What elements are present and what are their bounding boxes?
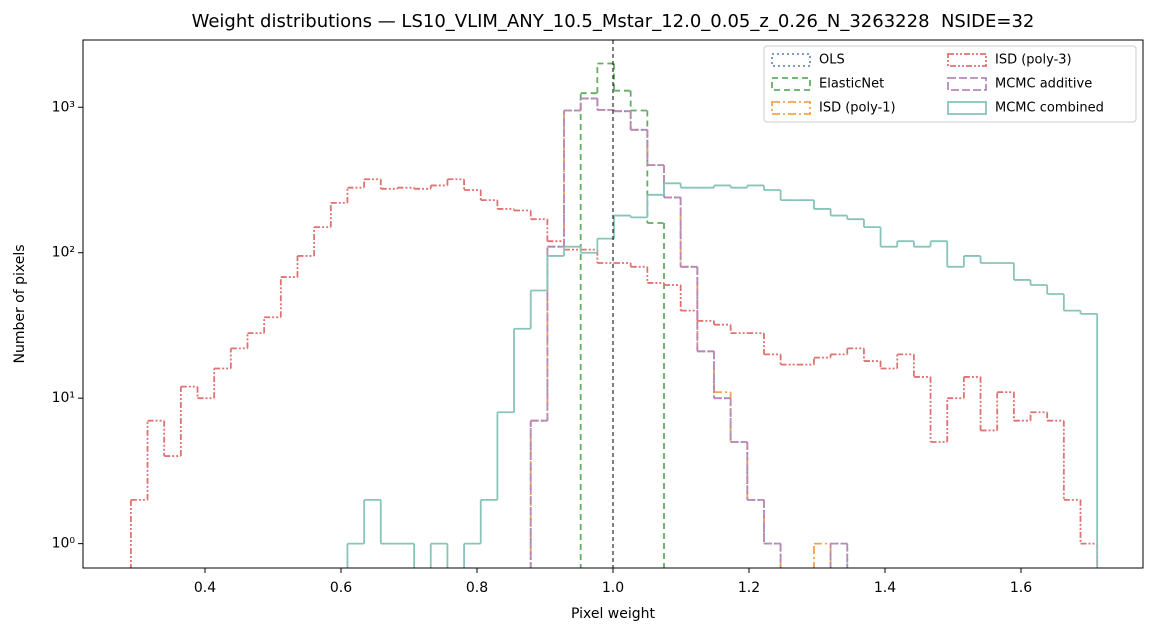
legend-swatch (771, 101, 811, 115)
x-tick-label: 0.4 (194, 580, 216, 596)
legend-swatch (947, 53, 987, 67)
legend-label: ISD (poly-3) (995, 53, 1072, 68)
histogram-series (129, 178, 1099, 568)
legend-label: ISD (poly-1) (819, 101, 896, 116)
histogram-series (346, 182, 1099, 568)
legend-swatch (947, 77, 987, 91)
histogram-series (529, 97, 849, 568)
legend-label: OLS (819, 53, 845, 68)
legend-swatch (947, 101, 987, 115)
x-tick-label: 0.8 (466, 580, 488, 596)
legend-label: MCMC additive (995, 77, 1092, 92)
legend-box (763, 45, 1137, 123)
y-tick-label: 10⁰ (52, 536, 76, 552)
x-axis-label: Pixel weight (571, 606, 656, 622)
plot-area (129, 40, 1099, 568)
x-tick-label: 1.0 (602, 580, 624, 596)
chart-title: Weight distributions — LS10_VLIM_ANY_10.… (192, 11, 1035, 32)
legend-label: MCMC combined (995, 101, 1104, 116)
histogram-series (529, 97, 849, 568)
x-tick-label: 1.6 (1010, 580, 1032, 596)
histogram-series (529, 97, 832, 568)
histogram-series (579, 62, 665, 568)
y-tick-label: 10² (52, 245, 75, 261)
y-axis-label: Number of pixels (12, 244, 28, 363)
legend-label: ElasticNet (819, 77, 884, 92)
x-tick-label: 1.4 (874, 580, 896, 596)
y-tick-label: 10¹ (52, 390, 75, 406)
y-tick-label: 10³ (52, 99, 75, 115)
x-tick-label: 0.6 (330, 580, 352, 596)
legend-swatch (771, 77, 811, 91)
x-tick-label: 1.2 (738, 580, 760, 596)
